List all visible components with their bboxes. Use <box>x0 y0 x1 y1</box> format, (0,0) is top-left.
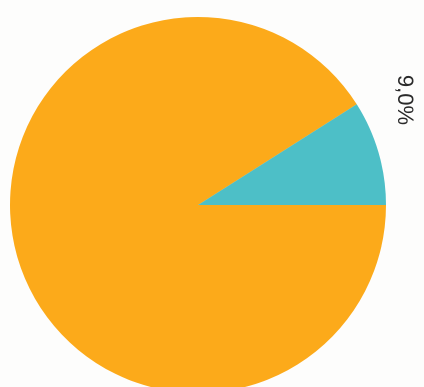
pie-slice-2 <box>198 104 386 205</box>
pie-slice-1 <box>10 17 386 387</box>
slice-label-2: 9,0% <box>393 75 418 125</box>
